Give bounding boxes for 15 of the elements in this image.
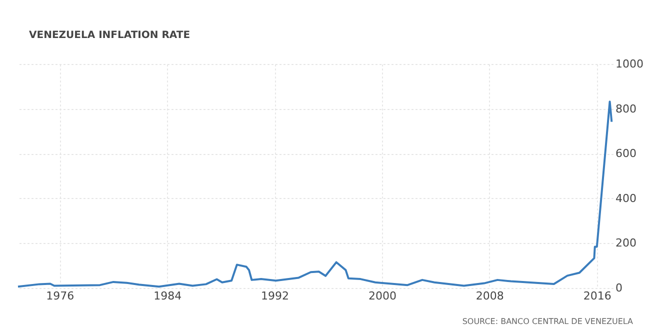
x-tick-label: 1992 bbox=[261, 290, 290, 302]
y-tick-label: 0 bbox=[616, 282, 622, 294]
y-tick-label: 200 bbox=[616, 236, 636, 250]
y-tick-label: 400 bbox=[616, 192, 636, 205]
x-tick-label: 2008 bbox=[476, 290, 504, 302]
chart-title: VENEZUELA INFLATION RATE bbox=[29, 30, 190, 41]
y-tick-label: 600 bbox=[616, 147, 636, 160]
y-tick-label: 1000 bbox=[616, 58, 644, 70]
x-tick-label: 1984 bbox=[154, 290, 182, 302]
y-tick-label: 800 bbox=[616, 102, 636, 116]
line-series bbox=[17, 100, 613, 288]
source-note: SOURCE: BANCO CENTRAL DE VENEZUELA bbox=[462, 317, 634, 326]
x-tick-label: 1976 bbox=[46, 290, 74, 302]
x-tick-label: 2016 bbox=[583, 290, 612, 302]
x-tick-label: 2000 bbox=[368, 290, 396, 302]
